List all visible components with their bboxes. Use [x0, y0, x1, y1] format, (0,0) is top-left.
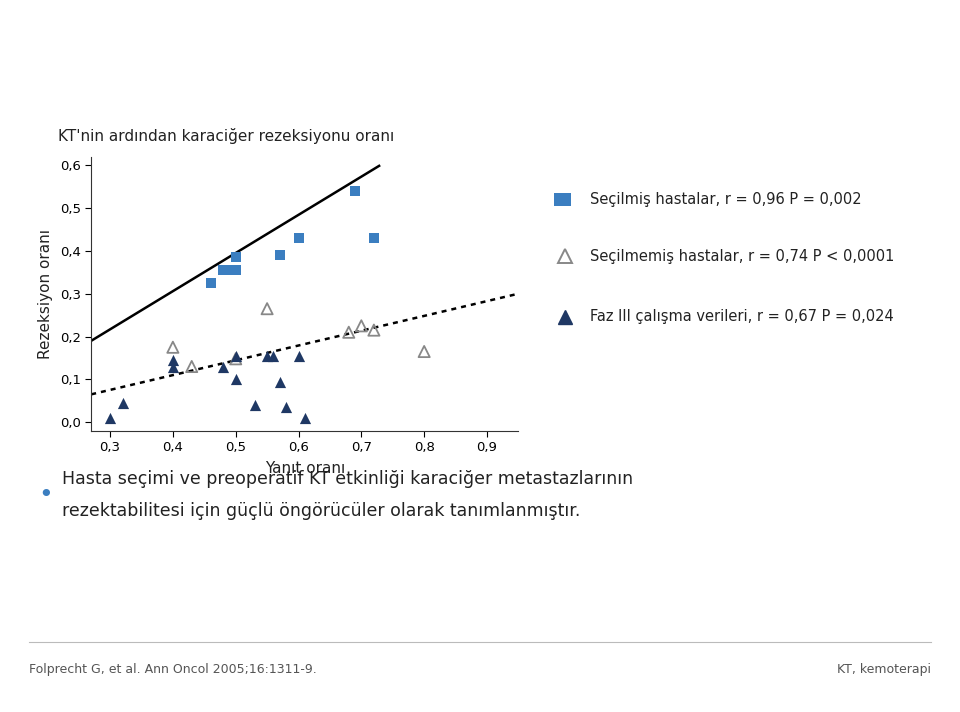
- X-axis label: Yanıt oranı: Yanıt oranı: [265, 461, 345, 476]
- Point: [165, 355, 180, 366]
- Text: Folprecht G, et al. Ann Oncol 2005;16:1311-9.: Folprecht G, et al. Ann Oncol 2005;16:13…: [29, 663, 317, 676]
- Point: [266, 350, 281, 362]
- Y-axis label: Rezeksiyon oranı: Rezeksiyon oranı: [37, 229, 53, 359]
- Point: [298, 412, 313, 424]
- Text: •: •: [38, 483, 53, 507]
- Point: [366, 325, 381, 336]
- Point: [165, 342, 180, 353]
- Text: rezektabilitesi için güçlü öngörücüler olarak tanımlanmıştır.: rezektabilitesi için güçlü öngörücüler o…: [62, 501, 581, 520]
- Point: [165, 361, 180, 372]
- Point: [272, 376, 287, 387]
- Point: [366, 232, 381, 244]
- Point: [353, 320, 369, 332]
- Point: [341, 327, 356, 338]
- Point: [291, 350, 306, 362]
- Point: [348, 185, 363, 197]
- Point: [215, 361, 230, 372]
- Point: [228, 353, 244, 365]
- Point: [203, 277, 218, 288]
- Text: Seçilmiş hastalar, r = 0,96 P = 0,002: Seçilmiş hastalar, r = 0,96 P = 0,002: [590, 192, 862, 207]
- Text: KT, kemoterapi: KT, kemoterapi: [837, 663, 931, 676]
- Point: [115, 397, 131, 409]
- Point: [228, 374, 244, 385]
- Text: Faz III çalışma verileri, r = 0,67 P = 0,024: Faz III çalışma verileri, r = 0,67 P = 0…: [590, 309, 894, 325]
- Text: Hasta seçimi ve preoperatif KT etkinliği karaciğer metastazlarının: Hasta seçimi ve preoperatif KT etkinliği…: [62, 470, 634, 488]
- Point: [228, 350, 244, 362]
- Point: [417, 346, 432, 357]
- Point: [259, 303, 275, 315]
- Point: [228, 264, 244, 276]
- Text: KT'nin ardından karaciğer rezeksiyonu oranı: KT'nin ardından karaciğer rezeksiyonu or…: [58, 128, 394, 144]
- FancyBboxPatch shape: [554, 193, 571, 206]
- Point: [259, 350, 275, 362]
- Point: [278, 402, 294, 413]
- Point: [184, 361, 200, 372]
- Text: Seçilmemiş hastalar, r = 0,74 P < 0,0001: Seçilmemiş hastalar, r = 0,74 P < 0,0001: [590, 248, 895, 264]
- Point: [291, 232, 306, 244]
- Point: [222, 264, 237, 276]
- Text: Kemoterapiye yanıt karaciğer rezektabilitesi ile
koreledir.: Kemoterapiye yanıt karaciğer rezektabili…: [34, 17, 819, 81]
- Point: [228, 251, 244, 263]
- Point: [272, 249, 287, 261]
- Point: [103, 412, 118, 424]
- Point: [247, 399, 262, 411]
- Point: [215, 264, 230, 276]
